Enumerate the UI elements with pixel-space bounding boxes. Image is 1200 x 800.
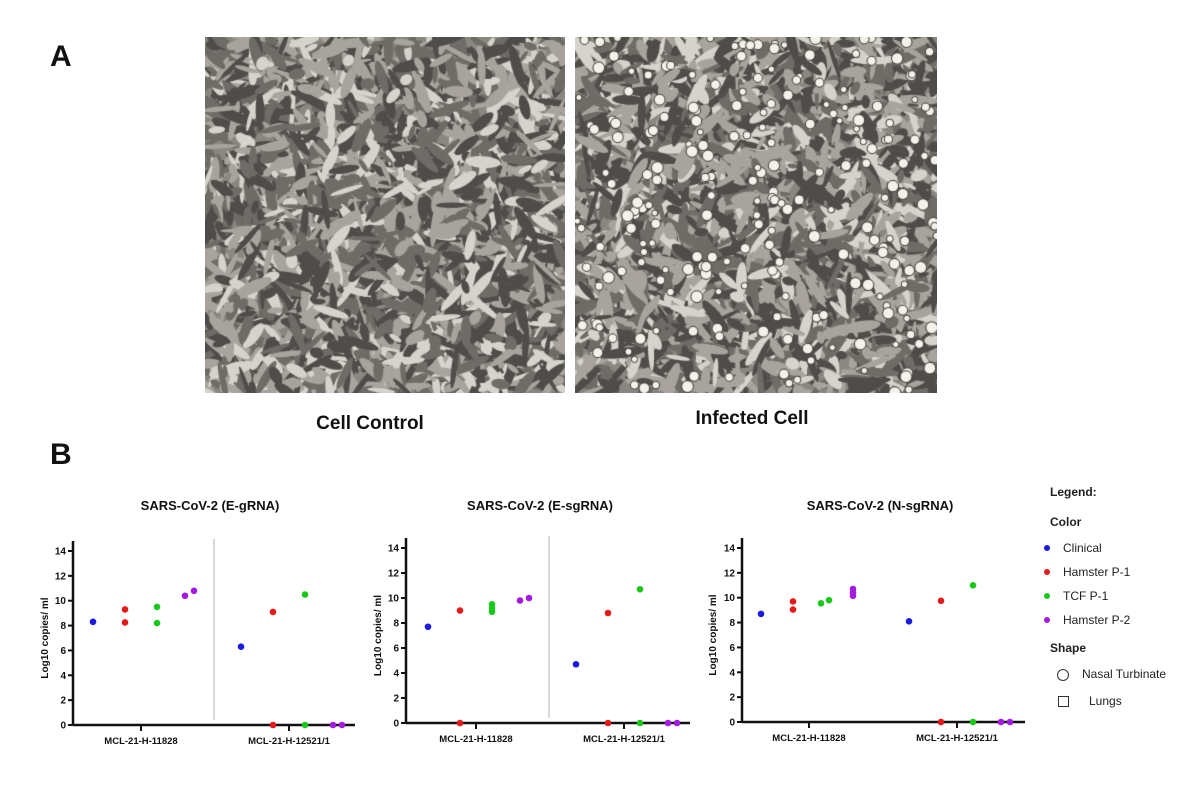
legend-dot-icon [1044,569,1050,575]
legend-dot-icon [1044,545,1050,551]
data-point-clinical [237,643,245,650]
panel-a-label: A [50,40,72,73]
data-point-hamster-p-1 [269,721,277,729]
y-axis-label: Log10 copies/ ml [373,595,384,676]
data-point-tcf-p-1 [153,603,161,611]
data-point-hamster-p-1 [604,719,612,727]
y-tick-label: 14 [388,544,400,555]
square-shape-icon [1058,696,1069,707]
y-tick-label: 0 [393,719,399,730]
chart-title: SARS-CoV-2 (N-sgRNA) [807,498,954,513]
data-point-tcf-p-1 [301,721,309,729]
data-point-clinical [89,618,97,626]
data-point-tcf-p-1 [488,608,496,616]
y-tick-label: 6 [729,643,735,654]
data-point-clinical [905,618,913,625]
data-point-hamster-p-2 [516,597,524,604]
data-point-hamster-p-2 [338,721,346,729]
legend-dot-icon [1044,593,1050,599]
legend-dot-icon [1044,617,1050,623]
y-tick-label: 8 [393,619,399,630]
data-point-hamster-p-1 [937,718,945,726]
data-point-hamster-p-1 [604,609,612,617]
legend-color-item: TCF P-1 [1063,589,1109,603]
legend-shape-heading: Shape [1050,641,1087,655]
data-point-hamster-p-2 [181,592,189,600]
y-tick-label: 12 [388,569,400,580]
y-tick-label: 0 [60,721,66,732]
legend-title: Legend: [1050,485,1097,499]
data-point-tcf-p-1 [969,718,977,726]
y-tick-label: 10 [55,596,67,607]
legend-shape-nasal: Nasal Turbinate [1082,667,1167,681]
data-point-tcf-p-1 [817,600,825,607]
data-point-hamster-p-1 [456,719,464,727]
y-tick-label: 2 [729,693,735,704]
data-point-clinical [424,623,432,631]
y-tick-label: 4 [729,668,735,679]
panel-b-label: B [50,438,72,471]
data-point-hamster-p-2 [849,592,857,600]
data-point-hamster-p-2 [673,719,681,727]
y-tick-label: 6 [393,644,399,655]
data-point-hamster-p-1 [121,619,129,626]
data-point-tcf-p-1 [636,719,644,727]
x-tick-label: MCL-21-H-11828 [772,733,845,744]
legend-color-heading: Color [1050,515,1082,529]
y-tick-label: 4 [60,671,66,682]
data-point-hamster-p-1 [456,607,464,614]
infected-cell-micrograph [575,37,937,393]
y-tick-label: 2 [60,696,66,707]
data-point-hamster-p-1 [789,598,797,605]
y-tick-label: 10 [724,593,736,604]
data-point-tcf-p-1 [825,596,833,604]
x-tick-label: MCL-21-H-12521/1 [916,733,999,744]
data-point-hamster-p-2 [664,719,672,727]
data-point-hamster-p-1 [121,606,129,613]
data-point-hamster-p-2 [329,721,337,729]
y-tick-label: 14 [724,544,736,555]
y-tick-label: 4 [393,669,399,680]
data-point-tcf-p-1 [969,581,977,589]
legend-color-item: Clinical [1063,541,1102,555]
x-tick-label: MCL-21-H-11828 [439,734,512,745]
data-point-tcf-p-1 [301,591,309,598]
legend-shape-lungs: Lungs [1089,694,1122,708]
data-point-hamster-p-2 [525,594,533,602]
x-tick-label: MCL-21-H-12521/1 [248,736,331,747]
cell-control-micrograph [205,37,565,393]
y-tick-label: 8 [729,618,735,629]
data-point-hamster-p-2 [190,587,198,595]
data-point-tcf-p-1 [153,619,161,627]
data-point-hamster-p-1 [269,608,277,616]
x-tick-label: MCL-21-H-11828 [104,736,177,747]
x-tick-label: MCL-21-H-12521/1 [583,734,666,745]
y-tick-label: 6 [60,646,66,657]
data-point-clinical [757,610,765,618]
data-point-clinical [572,660,580,668]
data-point-hamster-p-2 [997,718,1005,726]
chart-title: SARS-CoV-2 (E-gRNA) [141,498,280,513]
y-tick-label: 12 [724,568,736,579]
legend-color-item: Hamster P-1 [1063,565,1131,579]
circle-shape-icon [1057,669,1069,681]
cell-control-caption: Cell Control [316,413,424,434]
data-point-hamster-p-1 [789,606,797,613]
y-tick-label: 2 [393,694,399,705]
data-point-hamster-p-1 [937,597,945,605]
data-point-hamster-p-2 [1006,718,1014,726]
infected-cell-caption: Infected Cell [695,408,809,429]
y-tick-label: 12 [55,571,67,582]
chart-title: SARS-CoV-2 (E-sgRNA) [467,498,613,513]
data-point-tcf-p-1 [636,585,644,593]
y-tick-label: 8 [60,621,66,632]
y-axis-label: Log10 copies/ ml [40,597,51,678]
legend-color-item: Hamster P-2 [1063,613,1131,627]
y-axis-label: Log10 copies/ ml [708,594,719,675]
y-tick-label: 14 [55,547,67,558]
y-tick-label: 0 [729,718,735,729]
y-tick-label: 10 [388,594,400,605]
